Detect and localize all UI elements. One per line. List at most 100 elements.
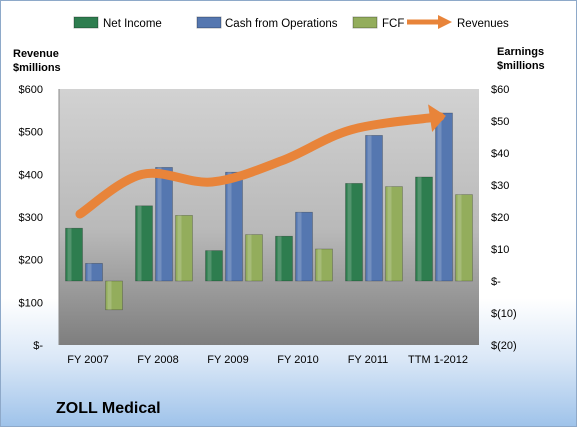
bar-net-income-highlight (207, 250, 212, 281)
bar-fcf (315, 248, 333, 282)
category-label: FY 2007 (67, 354, 108, 366)
bar-cash-from-operations-face (295, 211, 313, 282)
bar-cash-from-operations (155, 167, 173, 282)
bar-fcf-face (175, 215, 193, 282)
category-label: FY 2008 (137, 354, 178, 366)
bar-fcf-highlight (177, 215, 182, 281)
bar-cash-from-operations-highlight (227, 172, 232, 281)
right-tick-label: $60 (491, 84, 509, 96)
legend-arrow-revenues-icon (407, 15, 452, 29)
bar-net-income-highlight (67, 228, 72, 281)
left-tick-label: $300 (19, 212, 43, 224)
bar-fcf-highlight (457, 194, 462, 281)
legend-label-cash-from-operations: Cash from Operations (225, 18, 338, 30)
bar-net-income (345, 183, 363, 282)
bar-fcf-face (315, 248, 333, 282)
bar-net-income-face (135, 205, 153, 282)
bar-cash-from-operations-highlight (87, 263, 92, 281)
bar-net-income-face (415, 176, 433, 282)
bar-cash-from-operations-highlight (297, 212, 302, 281)
bar-cash-from-operations (295, 211, 313, 282)
bar-net-income-face (345, 183, 363, 282)
right-axis-title-line2: $millions (497, 60, 545, 72)
bar-cash-from-operations (85, 263, 103, 282)
bar-net-income-highlight (347, 183, 352, 281)
bar-fcf (455, 194, 473, 282)
bar-net-income-face (275, 235, 293, 282)
legend-label-fcf: FCF (382, 18, 404, 30)
bar-cash-from-operations-highlight (437, 113, 442, 281)
right-tick-label: $20 (491, 212, 509, 224)
bar-fcf-face (105, 280, 123, 311)
bar-net-income (65, 227, 83, 282)
bar-cash-from-operations-face (435, 112, 453, 282)
right-axis: $(20) $(10) $- $10 $20 $30 $40 $50 $60 (491, 84, 517, 352)
bar-net-income-face (65, 227, 83, 282)
bar-fcf-face (385, 186, 403, 282)
bar-fcf-highlight (107, 281, 112, 310)
left-tick-label: $500 (19, 127, 43, 139)
left-tick-label: $- (33, 340, 43, 352)
legend-swatch-cash-from-operations (196, 16, 222, 29)
left-tick-label: $400 (19, 169, 43, 181)
bar-net-income (275, 235, 293, 282)
bar-cash-from-operations-highlight (157, 167, 162, 281)
right-tick-label: $40 (491, 148, 509, 160)
right-tick-label: $50 (491, 116, 509, 128)
bar-fcf-highlight (317, 249, 322, 281)
revenues-arrowhead (428, 104, 446, 133)
bar-cash-from-operations-face (155, 167, 173, 282)
bar-cash-from-operations-face (85, 263, 103, 282)
bar-cash-from-operations-face (365, 135, 383, 282)
left-axis-title-line1: Revenue (13, 48, 59, 60)
bar-net-income-highlight (417, 177, 422, 281)
right-tick-label: $10 (491, 244, 509, 256)
bar-fcf (385, 186, 403, 282)
bar-cash-from-operations-highlight (367, 135, 372, 281)
revenues-line-path (75, 112, 445, 219)
bar-fcf (245, 234, 263, 282)
left-tick-label: $600 (19, 84, 43, 96)
left-axis: $- $100 $200 $300 $400 $500 $600 (19, 84, 44, 352)
right-tick-label: $(20) (491, 340, 517, 352)
bar-marks (65, 112, 473, 311)
right-tick-label: $(10) (491, 308, 517, 320)
bar-net-income-face (205, 250, 223, 282)
category-label: FY 2009 (207, 354, 248, 366)
bar-fcf-highlight (387, 186, 392, 281)
bar-cash-from-operations-face (225, 171, 243, 282)
category-label: TTM 1-2012 (408, 354, 468, 366)
bar-fcf (175, 215, 193, 282)
category-axis: FY 2007 FY 2008 FY 2009 FY 2010 FY 2011 TTM 1… (67, 354, 468, 366)
bar-net-income (205, 250, 223, 282)
bar-cash-from-operations (365, 135, 383, 282)
legend-swatch-net-income (73, 16, 99, 29)
category-label: FY 2010 (277, 354, 318, 366)
bar-fcf (105, 280, 123, 311)
bar-net-income (415, 176, 433, 282)
bar-cash-from-operations (435, 112, 453, 282)
legend-label-net-income: Net Income (103, 18, 162, 30)
bar-cash-from-operations (225, 171, 243, 282)
legend: Net Income Cash from Operations FCF Reve… (73, 15, 509, 30)
legend-label-revenues: Revenues (457, 18, 509, 30)
left-tick-label: $100 (19, 297, 43, 309)
chart-title: ZOLL Medical (56, 400, 161, 417)
bar-net-income-highlight (277, 236, 282, 281)
bar-fcf-face (245, 234, 263, 282)
right-tick-label: $- (491, 276, 501, 288)
bar-fcf-highlight (247, 234, 252, 281)
left-tick-label: $200 (19, 255, 43, 267)
legend-swatch-fcf (352, 16, 378, 29)
right-tick-label: $30 (491, 180, 509, 192)
plot-area (59, 89, 479, 345)
right-axis-title-line1: Earnings (497, 46, 544, 58)
bar-net-income-highlight (137, 205, 142, 281)
left-axis-title-line2: $millions (13, 62, 61, 74)
revenue-line (75, 104, 446, 219)
bar-fcf-face (455, 194, 473, 282)
category-label: FY 2011 (348, 354, 389, 366)
bar-net-income (135, 205, 153, 282)
